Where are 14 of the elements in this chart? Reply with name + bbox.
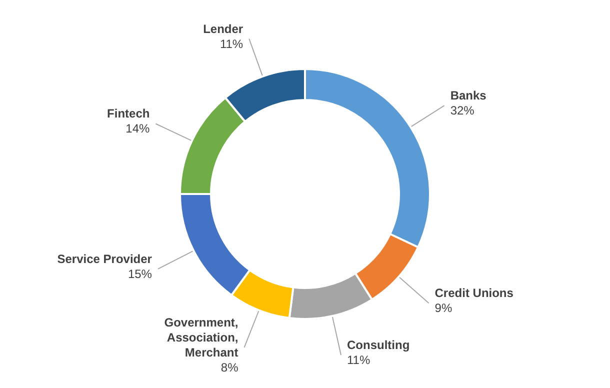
- slice-label: Lender: [203, 22, 244, 36]
- data-label: 11%: [346, 353, 370, 368]
- data-label: 32%: [450, 104, 475, 118]
- data-label: 9%: [434, 301, 452, 316]
- data-label: 8%: [220, 360, 239, 374]
- slice-label: Credit Unions: [434, 286, 514, 300]
- slice-label: Government, Association, Merchant: [164, 315, 238, 360]
- data-label: 15%: [128, 266, 152, 281]
- slice-label: Fintech: [107, 106, 150, 121]
- slice-label: Service Provider: [57, 252, 152, 266]
- slice-label: Banks: [450, 88, 487, 103]
- slice-label: Consulting: [346, 338, 410, 352]
- data-label: 11%: [220, 36, 244, 51]
- data-label: 14%: [126, 122, 150, 136]
